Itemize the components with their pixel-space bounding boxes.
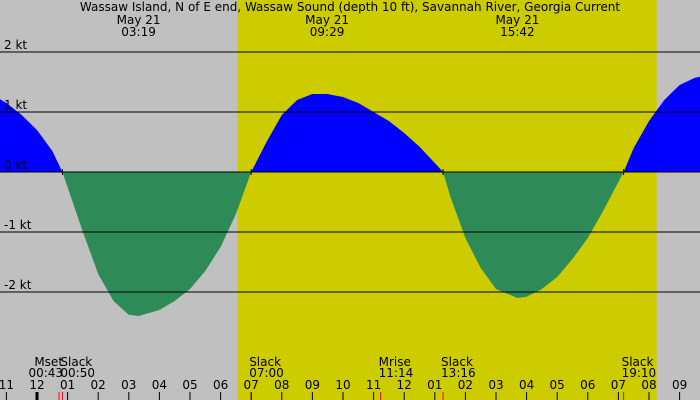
event-time: 11:14: [379, 366, 414, 380]
extremum-time: 09:29: [310, 25, 345, 39]
y-tick-label: 0 kt: [4, 158, 27, 172]
hour-label: 09: [305, 378, 320, 392]
event-label: Mrise: [379, 355, 411, 369]
hour-label: 01: [427, 378, 442, 392]
hour-label: 05: [550, 378, 565, 392]
hour-label: 03: [488, 378, 503, 392]
event-time: 07:00: [249, 366, 284, 380]
gridlines: [0, 51, 700, 293]
extremum-day: May 21: [117, 13, 161, 27]
hour-label: 07: [244, 378, 259, 392]
event-time: 19:10: [622, 366, 657, 380]
extremum-time: 03:19: [121, 25, 156, 39]
hour-label: 11: [0, 378, 14, 392]
flood-area: [0, 76, 700, 172]
hour-label: 08: [641, 378, 656, 392]
event-time: 13:16: [441, 366, 476, 380]
hour-label: 10: [335, 378, 350, 392]
event-label: Mset: [34, 355, 63, 369]
y-tick-label: 1 kt: [4, 98, 27, 112]
hour-label: 07: [611, 378, 626, 392]
hour-label: 01: [60, 378, 75, 392]
hour-label: 04: [519, 378, 534, 392]
hour-label: 04: [152, 378, 167, 392]
event-labels: Mset00:43Slack00:50Slack07:00Mrise11:14S…: [28, 355, 656, 380]
extremum-day: May 21: [305, 13, 349, 27]
x-axis-ticks: 11 12 01 02 03 04 05 06 07 08 09 10 11 12 01 02 03 04 05 06…: [0, 378, 687, 400]
y-tick-label: -2 kt: [4, 278, 32, 292]
current-areas: [0, 76, 700, 316]
event-label: Slack: [622, 355, 654, 369]
event-time: 00:50: [60, 366, 95, 380]
hour-label: 08: [274, 378, 289, 392]
hour-label: 02: [458, 378, 473, 392]
extremum-time: 15:42: [500, 25, 535, 39]
hour-label: 05: [182, 378, 197, 392]
extremum-day: May 21: [495, 13, 539, 27]
event-time: 00:43: [28, 366, 63, 380]
ebb-area: [0, 172, 700, 316]
hour-label: 11: [366, 378, 381, 392]
event-label: Slack: [441, 355, 473, 369]
y-axis-labels: 2 kt 1 kt 0 kt -1 kt -2 kt: [4, 38, 32, 292]
y-tick-label: 2 kt: [4, 38, 27, 52]
hour-label: 03: [121, 378, 136, 392]
event-label: Slack: [60, 355, 92, 369]
hour-label: 06: [213, 378, 228, 392]
hour-label: 02: [91, 378, 106, 392]
hour-label: 12: [29, 378, 44, 392]
hour-label: 12: [397, 378, 412, 392]
event-label: Slack: [249, 355, 281, 369]
hour-label: 06: [580, 378, 595, 392]
y-tick-label: -1 kt: [4, 218, 32, 232]
hour-label: 09: [672, 378, 687, 392]
chart-title: Wassaw Island, N of E end, Wassaw Sound …: [80, 0, 621, 14]
extremum-day: M: [699, 13, 700, 27]
